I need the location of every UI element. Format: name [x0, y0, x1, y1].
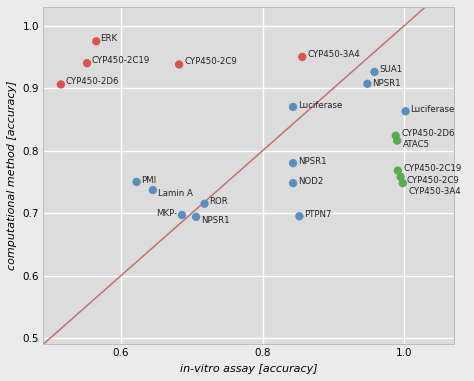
Point	[133, 179, 140, 185]
Point	[175, 61, 183, 67]
Y-axis label: computational method [accuracy]: computational method [accuracy]	[7, 81, 17, 271]
Point	[83, 60, 91, 66]
Point	[402, 108, 410, 114]
Point	[178, 212, 186, 218]
Point	[299, 54, 306, 60]
Text: PMI: PMI	[142, 176, 157, 184]
Text: CYP450-2C9: CYP450-2C9	[184, 58, 237, 66]
Text: ROR: ROR	[210, 197, 228, 207]
Text: Luciferase: Luciferase	[410, 105, 455, 114]
Text: CYP450-2C19: CYP450-2C19	[403, 164, 462, 173]
Text: CYP450-2C19: CYP450-2C19	[91, 56, 150, 65]
Point	[296, 213, 303, 219]
Text: CYP450-2D6: CYP450-2D6	[401, 129, 455, 138]
Point	[364, 81, 371, 87]
Point	[399, 180, 407, 186]
Text: SUA1: SUA1	[380, 65, 403, 74]
Point	[393, 138, 401, 144]
Point	[397, 174, 404, 180]
X-axis label: in-vitro assay [accuracy]: in-vitro assay [accuracy]	[180, 364, 317, 374]
Text: Lamin A: Lamin A	[158, 189, 193, 198]
Text: MKP-: MKP-	[156, 209, 178, 218]
Point	[289, 104, 297, 110]
Point	[289, 160, 297, 166]
Text: NPSR1: NPSR1	[298, 157, 327, 166]
Text: NOD2: NOD2	[298, 177, 323, 186]
Text: CYP450-3A4: CYP450-3A4	[307, 50, 360, 59]
Point	[394, 168, 401, 174]
Text: ATAC5: ATAC5	[403, 140, 430, 149]
Text: Luciferase: Luciferase	[298, 101, 342, 109]
Point	[371, 69, 378, 75]
Point	[57, 82, 64, 88]
Text: NPSR1: NPSR1	[373, 79, 401, 88]
Text: NPSR1: NPSR1	[201, 216, 230, 225]
Text: CYP450-2C9: CYP450-2C9	[406, 176, 459, 184]
Point	[289, 180, 297, 186]
Text: PTPN7: PTPN7	[304, 210, 332, 219]
Point	[92, 38, 100, 44]
Point	[201, 201, 209, 207]
Point	[392, 133, 400, 139]
Text: CYP450-2D6: CYP450-2D6	[65, 77, 118, 86]
Point	[192, 214, 200, 220]
Text: ERK: ERK	[100, 34, 118, 43]
Point	[149, 187, 157, 193]
Text: CYP450-3A4: CYP450-3A4	[409, 187, 461, 196]
